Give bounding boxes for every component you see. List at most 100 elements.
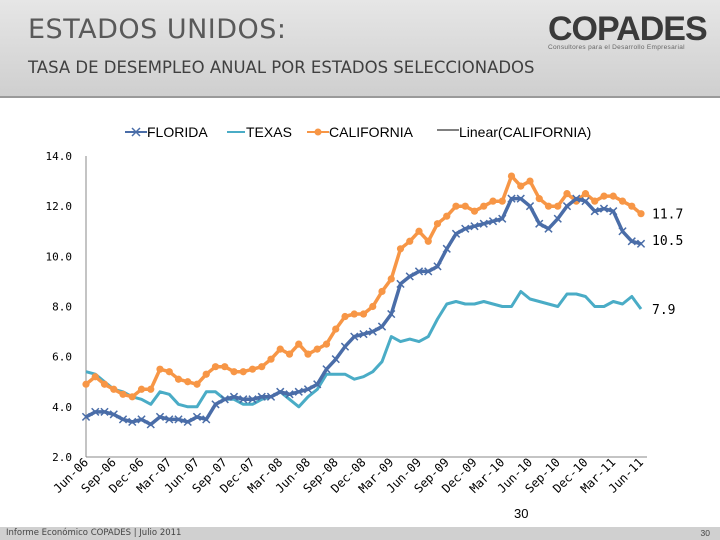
legend-florida-marker — [131, 127, 141, 137]
florida-point — [396, 279, 405, 289]
california-point — [424, 237, 432, 245]
footer-text: Informe Económico COPADES | Julio 2011 — [6, 528, 182, 538]
florida-point — [609, 207, 618, 216]
california-point — [517, 182, 525, 190]
legend-trend-label: Linear(CALIFORNIA) — [459, 124, 591, 140]
end-value-label: 10.5 — [652, 234, 683, 249]
y-tick-label: 4.0 — [52, 401, 72, 414]
florida-point — [479, 219, 488, 228]
florida-point — [211, 400, 220, 409]
california-point — [369, 302, 377, 311]
legend-california-marker — [314, 128, 322, 136]
y-tick-label: 8.0 — [52, 301, 72, 314]
california-point — [637, 210, 645, 218]
california-point — [248, 365, 257, 373]
california-point — [526, 177, 534, 185]
florida-point — [525, 202, 535, 211]
california-point — [221, 363, 229, 371]
florida-point — [350, 332, 359, 341]
florida-point — [91, 407, 100, 416]
florida-point — [424, 267, 433, 276]
california-point — [489, 197, 497, 205]
florida-point — [165, 415, 174, 424]
florida-point — [488, 217, 498, 226]
florida-point — [433, 262, 442, 271]
florida-point — [294, 387, 303, 396]
logo-tagline: Consultores para el Desarrollo Empresari… — [548, 44, 685, 51]
page-subtitle: TASA DE DESEMPLEO ANUAL POR ESTADOS SELE… — [28, 58, 535, 77]
y-tick-label: 12.0 — [46, 200, 73, 213]
california-point — [267, 355, 275, 363]
california-point — [618, 197, 627, 205]
florida-point — [220, 395, 229, 404]
florida-point — [618, 227, 627, 236]
florida-point — [405, 272, 414, 281]
florida-point — [507, 194, 516, 203]
california-point — [470, 207, 479, 215]
florida-point — [118, 415, 128, 424]
legend-texas-label: TEXAS — [246, 124, 292, 140]
end-value-label: 7.9 — [652, 303, 675, 318]
california-point — [211, 363, 220, 371]
y-tick-label: 2.0 — [52, 451, 72, 464]
california-point — [498, 197, 506, 205]
florida-point — [331, 355, 340, 364]
california-point — [341, 312, 349, 321]
y-tick-label: 14.0 — [46, 150, 73, 163]
florida-point — [562, 202, 572, 211]
california-point — [350, 310, 358, 318]
florida-point — [590, 207, 599, 216]
california-point — [581, 190, 590, 198]
california-point — [396, 245, 405, 253]
california-point — [119, 390, 127, 398]
florida-point — [276, 387, 285, 396]
california-point — [258, 363, 266, 371]
california-point — [174, 375, 183, 383]
california-point — [193, 380, 201, 388]
california-point — [165, 368, 173, 376]
logo-text: COPADES — [548, 10, 708, 48]
california-point — [184, 378, 192, 386]
california-point — [535, 195, 543, 203]
florida-point — [81, 412, 91, 421]
header-divider — [0, 96, 720, 98]
california-point — [415, 227, 423, 235]
texas-series-line — [85, 290, 643, 409]
florida-point — [636, 239, 646, 248]
california-point — [239, 368, 247, 376]
california-point — [554, 202, 562, 210]
california-point — [128, 393, 136, 401]
california-point — [433, 220, 442, 228]
florida-point — [155, 412, 165, 421]
california-point — [563, 190, 571, 198]
florida-point — [192, 412, 202, 421]
florida-point — [313, 380, 322, 389]
y-tick-label: 6.0 — [52, 351, 72, 364]
california-point — [100, 380, 109, 388]
florida-point — [627, 237, 636, 246]
california-point — [295, 340, 303, 348]
florida-point — [303, 385, 313, 394]
florida-point — [414, 267, 424, 276]
california-point — [304, 350, 312, 358]
florida-point — [599, 204, 609, 213]
footer-page-number: 30 — [700, 528, 710, 538]
florida-point — [239, 395, 248, 404]
california-point — [609, 192, 617, 200]
florida-point — [202, 415, 211, 424]
florida-point — [544, 224, 553, 233]
florida-point — [377, 322, 387, 331]
florida-point — [128, 417, 137, 427]
california-point — [387, 275, 395, 283]
florida-point — [535, 219, 544, 228]
footer-bar — [0, 527, 720, 540]
florida-point — [461, 224, 470, 233]
california-point — [82, 380, 90, 388]
california-point — [461, 202, 469, 210]
florida-point — [340, 342, 350, 351]
california-point — [322, 340, 331, 348]
california-point — [313, 345, 321, 353]
header-band: ESTADOS UNIDOS: TASA DE DESEMPLEO ANUAL … — [0, 0, 720, 96]
florida-point — [248, 395, 257, 404]
florida-point — [498, 214, 507, 223]
